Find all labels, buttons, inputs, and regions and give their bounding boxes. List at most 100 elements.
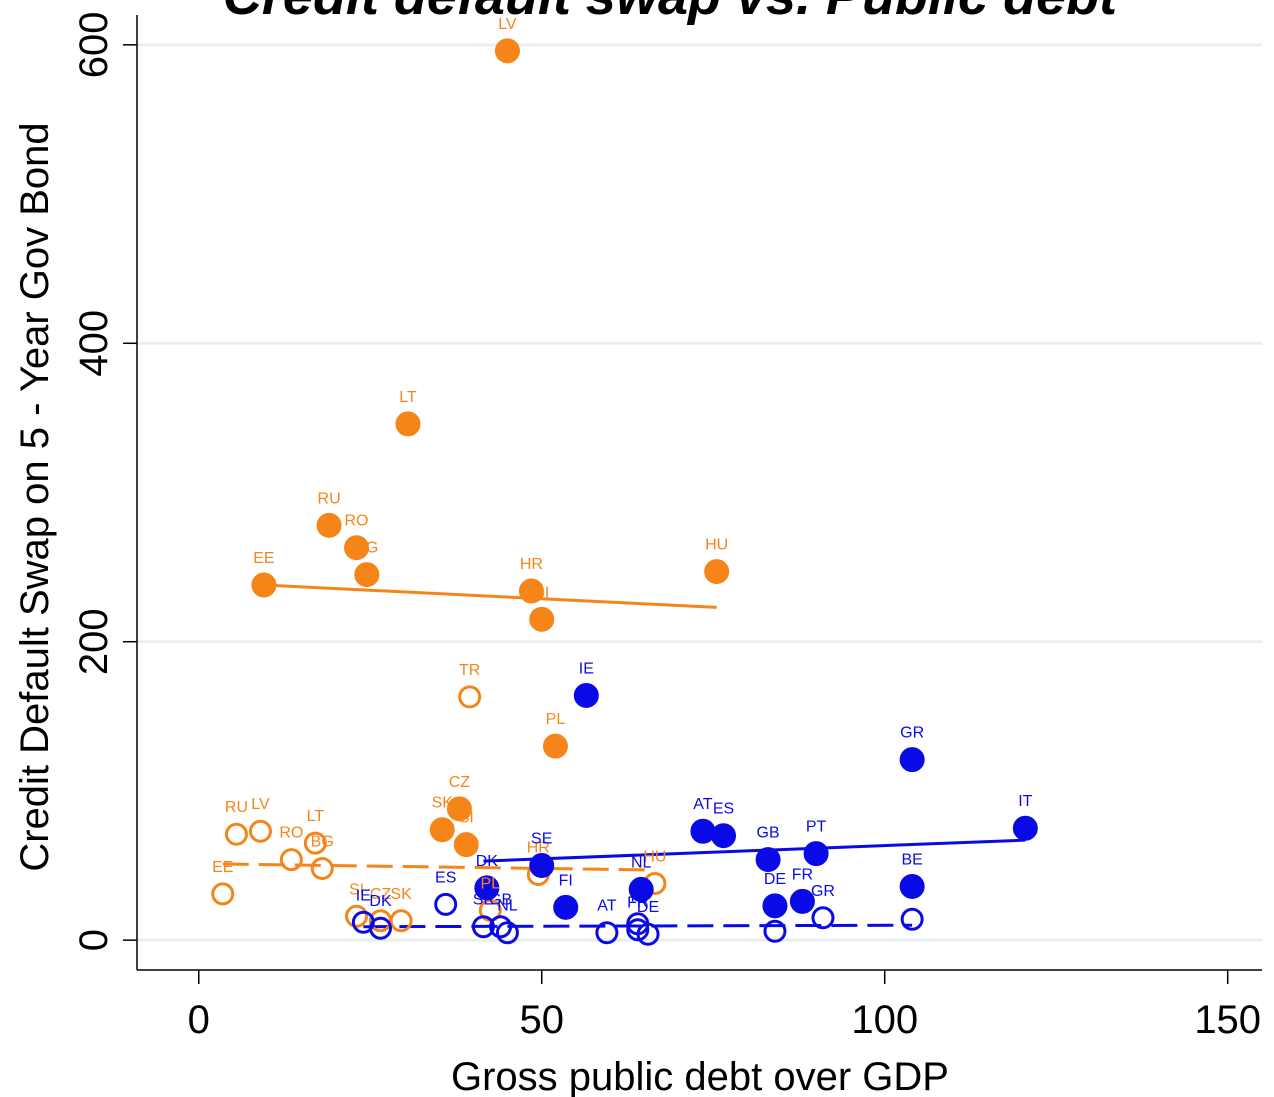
x-tick-label: 0 [188,998,210,1042]
data-point [789,888,815,914]
data-point [316,512,342,538]
data-point [279,848,303,872]
point-label: RO [345,513,369,530]
chart-title: Credit default swap vs. Public debt [223,0,1119,26]
point-label: HU [643,848,666,865]
data-point [345,904,369,928]
point-label: BE [901,851,922,868]
data-point [636,922,660,946]
fit-line [483,838,1026,863]
point-label: AT [693,796,712,813]
point-label: IE [356,887,371,904]
point-label: GB [489,892,512,909]
point-label: GR [900,725,924,742]
y-axis-label: Credit Default Swap on 5 - Year Gov Bond [13,122,57,871]
data-point [474,875,500,901]
point-label: DE [764,871,786,888]
data-point [573,682,599,708]
point-label: HU [705,537,728,554]
point-label: LV [498,16,517,33]
point-label: NL [631,854,652,871]
data-point [494,38,520,64]
point-label: TR [459,662,480,679]
point-label: SE [531,831,552,848]
data-point [1012,815,1038,841]
x-tick-label: 150 [1194,998,1261,1042]
point-label: IE [579,660,594,677]
data-point [518,578,544,604]
data-point [458,685,482,709]
data-point [354,562,380,588]
point-label: SE [473,892,494,909]
point-label: RU [318,490,341,507]
point-label: FR [627,895,648,912]
data-point [434,892,458,916]
point-label: CZ [449,774,471,791]
point-label: GB [757,825,780,842]
point-label: FI [631,889,645,906]
point-label: IT [1018,793,1032,810]
point-label: ES [435,869,456,886]
point-label: BG [355,540,378,557]
point-label: LT [399,389,417,406]
data-point [626,918,650,942]
data-point [762,893,788,919]
point-label: RO [279,825,303,842]
data-point [529,606,555,632]
data-point [900,907,924,931]
point-label: SI [534,584,549,601]
data-point [248,819,272,843]
point-label: BE [764,896,785,913]
data-point [251,572,277,598]
point-label: SI [349,881,364,898]
data-point [704,559,730,585]
data-point [899,873,925,899]
point-label: PL [546,711,566,728]
data-point [303,831,327,855]
data-point [471,915,495,939]
point-label: IT [905,884,919,901]
data-point [495,921,519,945]
data-point [690,818,716,844]
point-label: PT [806,819,827,836]
axes: 0 200 400 600 0 50 100 150 [72,11,1262,1042]
point-label: SK [432,795,454,812]
point-label: GR [811,883,835,900]
gridlines [138,43,1262,942]
point-label: SI [459,810,474,827]
x-tick-label: 100 [851,998,918,1042]
data-point [446,796,472,822]
data-point [489,915,513,939]
point-label: RU [225,799,248,816]
data-point [553,894,579,920]
data-point [542,733,568,759]
data-point [803,841,829,867]
point-label: DK [369,893,392,910]
data-point [395,411,421,437]
point-label: LV [251,796,270,813]
data-point [310,857,334,881]
point-label: BG [311,834,334,851]
data-point [811,906,835,930]
data-point [224,822,248,846]
data-point [899,747,925,773]
point-label: FI [559,872,573,889]
data-point [763,919,787,943]
data-point [429,817,455,843]
point-label: PL [480,875,500,892]
data-point [211,882,235,906]
point-label: LT [307,808,325,825]
point-label: FR [792,866,813,883]
point-label: NL [497,898,518,915]
data-point [344,535,370,561]
point-label: HR [520,556,543,573]
point-label: EE [212,859,233,876]
point-label: ES [713,801,734,818]
data-point [369,916,393,940]
data-points [211,38,1038,946]
x-tick-label: 50 [519,998,564,1042]
point-label: AT [597,898,616,915]
